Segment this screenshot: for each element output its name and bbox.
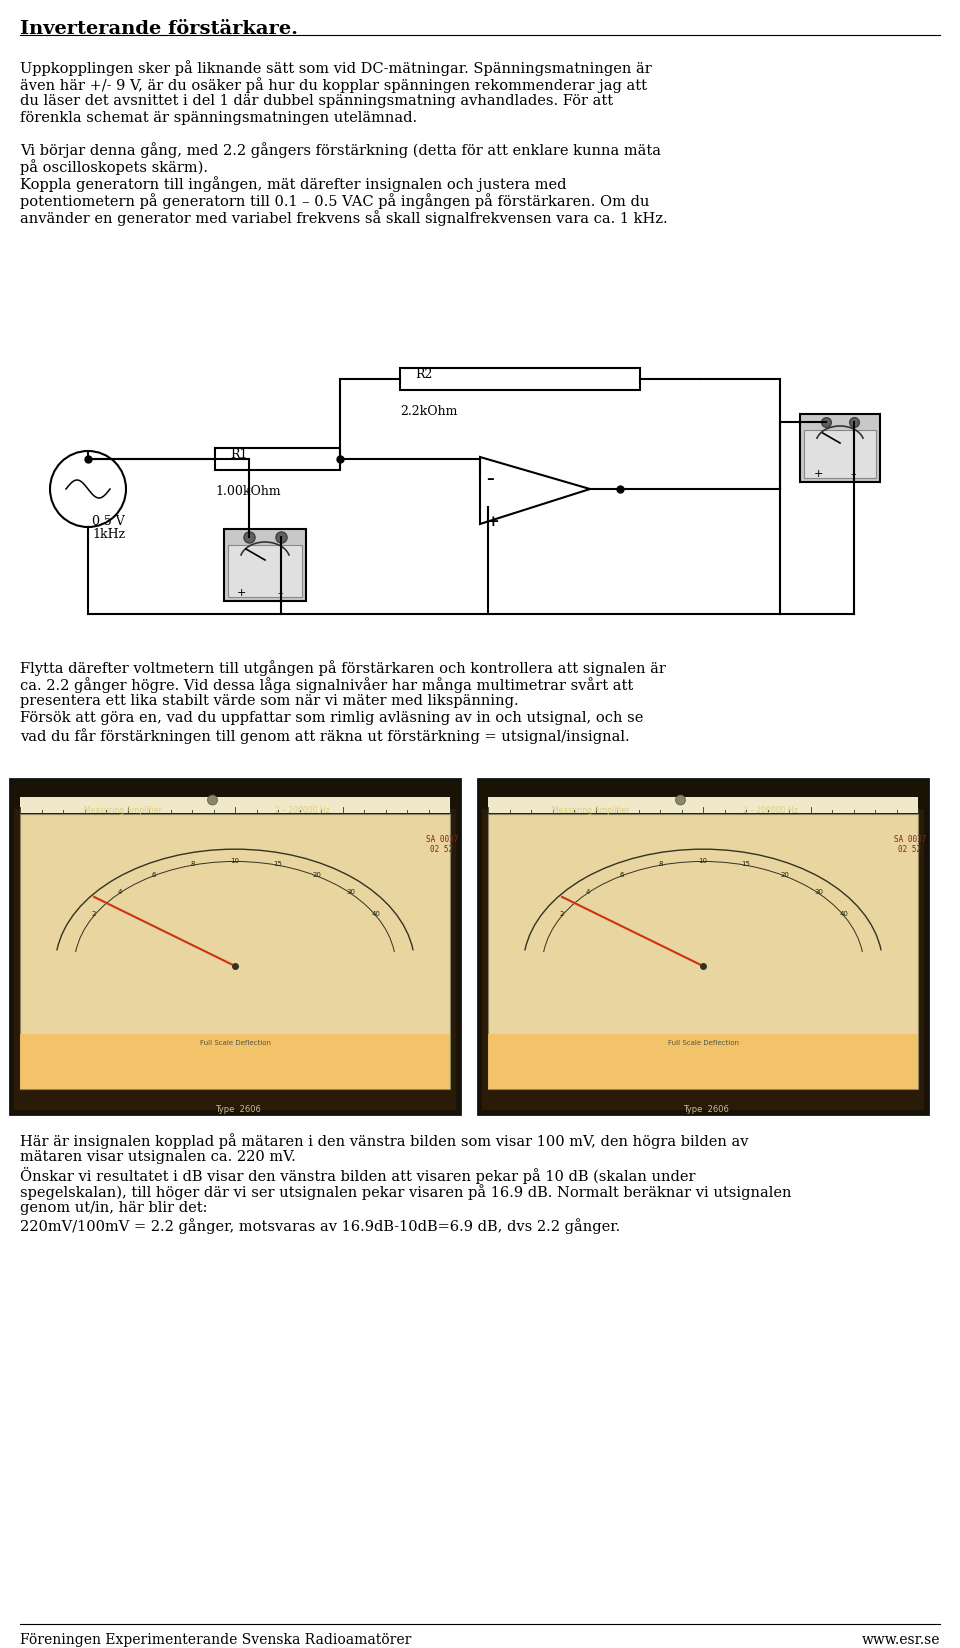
- Text: Full Scale Deflection: Full Scale Deflection: [200, 1040, 271, 1045]
- Text: Försök att göra en, vad du uppfattar som rimlig avläsning av in och utsignal, oc: Försök att göra en, vad du uppfattar som…: [20, 710, 643, 725]
- Bar: [224, 529, 306, 602]
- Text: du läser det avsnittet i del 1 där dubbel spänningsmatning avhandlades. För att: du läser det avsnittet i del 1 där dubbe…: [20, 94, 613, 107]
- Text: förenkla schemat är spänningsmatningen utelämnad.: förenkla schemat är spänningsmatningen u…: [20, 110, 418, 125]
- Text: 220mV/100mV = 2.2 gånger, motsvaras av 16.9dB-10dB=6.9 dB, dvs 2.2 gånger.: 220mV/100mV = 2.2 gånger, motsvaras av 1…: [20, 1218, 620, 1233]
- Text: 2: 2: [560, 910, 564, 916]
- Text: 30: 30: [814, 888, 823, 895]
- Bar: [215, 448, 340, 471]
- Text: 0.5 V: 0.5 V: [92, 514, 125, 527]
- Text: 10: 10: [699, 857, 708, 864]
- Bar: [488, 1035, 918, 1089]
- Text: 40: 40: [840, 910, 849, 916]
- Text: R1: R1: [230, 448, 248, 461]
- Text: mätaren visar utsignalen ca. 220 mV.: mätaren visar utsignalen ca. 220 mV.: [20, 1149, 296, 1163]
- Bar: [488, 798, 918, 814]
- Text: Föreningen Experimenterande Svenska Radioamatörer: Föreningen Experimenterande Svenska Radi…: [20, 1632, 412, 1646]
- Text: Vi börjar denna gång, med 2.2 gångers förstärkning (detta för att enklare kunna : Vi börjar denna gång, med 2.2 gångers fö…: [20, 142, 661, 158]
- Text: Flytta därefter voltmetern till utgången på förstärkaren och kontrollera att sig: Flytta därefter voltmetern till utgången…: [20, 659, 666, 676]
- Text: 6: 6: [151, 872, 156, 877]
- Text: –: –: [851, 468, 856, 478]
- Bar: [20, 1035, 450, 1089]
- Text: SA 0037
02 52: SA 0037 02 52: [894, 834, 926, 854]
- Bar: [20, 814, 450, 1089]
- Text: +: +: [486, 514, 499, 529]
- Bar: [10, 780, 460, 1114]
- Text: Önskar vi resultatet i dB visar den vänstra bilden att visaren pekar på 10 dB (s: Önskar vi resultatet i dB visar den väns…: [20, 1167, 695, 1183]
- Text: –: –: [486, 471, 493, 486]
- Bar: [804, 430, 876, 478]
- Text: 10: 10: [230, 857, 239, 864]
- Text: Koppla generatorn till ingången, mät därefter insignalen och justera med: Koppla generatorn till ingången, mät där…: [20, 176, 566, 191]
- Text: Type  2606: Type 2606: [683, 1104, 729, 1114]
- Text: R2: R2: [415, 368, 432, 381]
- Text: 2: 2: [91, 910, 96, 916]
- Text: 2.2kOhm: 2.2kOhm: [400, 405, 457, 417]
- Bar: [14, 783, 456, 1111]
- Bar: [800, 415, 880, 483]
- Bar: [14, 781, 456, 809]
- Text: 4: 4: [586, 888, 589, 895]
- Text: 40: 40: [372, 910, 381, 916]
- Text: 8: 8: [659, 860, 663, 867]
- Text: 20: 20: [780, 872, 789, 877]
- Bar: [482, 783, 924, 1111]
- Text: ca. 2.2 gånger högre. Vid dessa låga signalnivåer har många multimetrar svårt at: ca. 2.2 gånger högre. Vid dessa låga sig…: [20, 677, 634, 692]
- Bar: [228, 545, 302, 598]
- Bar: [488, 814, 918, 1089]
- Circle shape: [207, 796, 218, 806]
- Text: 30: 30: [346, 888, 355, 895]
- Text: 15: 15: [273, 860, 281, 867]
- Text: +: +: [237, 588, 247, 598]
- Text: 20: 20: [312, 872, 322, 877]
- Text: på oscilloskopets skärm).: på oscilloskopets skärm).: [20, 158, 208, 175]
- Text: Uppkopplingen sker på liknande sätt som vid DC-mätningar. Spänningsmatningen är: Uppkopplingen sker på liknande sätt som …: [20, 59, 652, 76]
- Text: 1.00kOhm: 1.00kOhm: [215, 485, 280, 498]
- Text: Type  2606: Type 2606: [215, 1104, 261, 1114]
- Text: 8: 8: [190, 860, 195, 867]
- Text: 2 – 200000 Hz: 2 – 200000 Hz: [743, 806, 798, 814]
- Text: 1kHz: 1kHz: [92, 527, 125, 541]
- Bar: [400, 369, 640, 391]
- Text: genom ut/in, här blir det:: genom ut/in, här blir det:: [20, 1200, 207, 1215]
- Text: Measuring Amplifier: Measuring Amplifier: [84, 806, 161, 814]
- Bar: [478, 780, 928, 1114]
- Text: –: –: [278, 588, 283, 598]
- Text: presentera ett lika stabilt värde som när vi mäter med likspänning.: presentera ett lika stabilt värde som nä…: [20, 694, 518, 707]
- Bar: [482, 781, 924, 809]
- Text: potentiometern på generatorn till 0.1 – 0.5 VAC på ingången på förstärkaren. Om : potentiometern på generatorn till 0.1 – …: [20, 193, 649, 209]
- Text: SA 0037
02 52: SA 0037 02 52: [426, 834, 458, 854]
- Text: vad du får förstärkningen till genom att räkna ut förstärkning = utsignal/insign: vad du får förstärkningen till genom att…: [20, 727, 630, 743]
- Text: Measuring Amplifier: Measuring Amplifier: [552, 806, 629, 814]
- Text: www.esr.se: www.esr.se: [861, 1632, 940, 1646]
- Text: +: +: [814, 468, 824, 478]
- Text: 6: 6: [619, 872, 624, 877]
- Text: 4: 4: [117, 888, 122, 895]
- Text: spegelskalan), till höger där vi ser utsignalen pekar visaren på 16.9 dB. Normal: spegelskalan), till höger där vi ser uts…: [20, 1183, 791, 1200]
- Text: även här +/- 9 V, är du osäker på hur du kopplar spänningen rekommenderar jag at: även här +/- 9 V, är du osäker på hur du…: [20, 77, 647, 92]
- Bar: [20, 798, 450, 814]
- Text: Full Scale Deflection: Full Scale Deflection: [667, 1040, 738, 1045]
- Text: 2 – 200000 Hz: 2 – 200000 Hz: [276, 806, 330, 814]
- Text: Här är insignalen kopplad på mätaren i den vänstra bilden som visar 100 mV, den : Här är insignalen kopplad på mätaren i d…: [20, 1132, 749, 1149]
- Text: använder en generator med variabel frekvens så skall signalfrekvensen vara ca. 1: använder en generator med variabel frekv…: [20, 209, 667, 226]
- Circle shape: [676, 796, 685, 806]
- Text: 15: 15: [741, 860, 750, 867]
- Text: Inverterande förstärkare.: Inverterande förstärkare.: [20, 20, 298, 38]
